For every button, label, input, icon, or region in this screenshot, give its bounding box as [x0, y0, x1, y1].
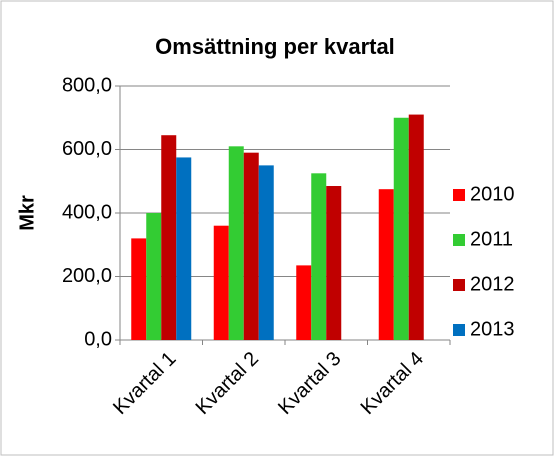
legend-label: 2011: [470, 228, 513, 250]
bar: [146, 213, 162, 340]
legend-swatch: [453, 234, 465, 246]
bar: [213, 225, 229, 340]
legend-label: 2013: [470, 318, 515, 340]
bar: [258, 165, 274, 340]
bar: [393, 117, 409, 340]
bar: [378, 189, 394, 340]
bar: [326, 186, 342, 340]
legend-swatch: [453, 189, 465, 201]
bar: [296, 265, 312, 340]
bar: [311, 173, 327, 340]
bar: [408, 114, 424, 340]
legend-swatch: [453, 324, 465, 336]
y-axis-label: Mkr: [16, 195, 38, 231]
bar: [161, 135, 177, 340]
y-tick-label: 200,0: [62, 265, 112, 287]
y-tick-label: 0,0: [84, 328, 112, 350]
bar: [131, 238, 147, 340]
bar: [176, 157, 192, 340]
legend-swatch: [453, 279, 465, 291]
y-tick-label: 800,0: [62, 74, 112, 96]
legend-label: 2010: [470, 183, 515, 205]
bar: [243, 152, 259, 340]
y-tick-label: 600,0: [62, 138, 112, 160]
legend-label: 2012: [470, 273, 515, 295]
chart-title: Omsättning per kvartal: [155, 34, 395, 59]
bar: [228, 146, 244, 340]
y-tick-label: 400,0: [62, 201, 112, 223]
